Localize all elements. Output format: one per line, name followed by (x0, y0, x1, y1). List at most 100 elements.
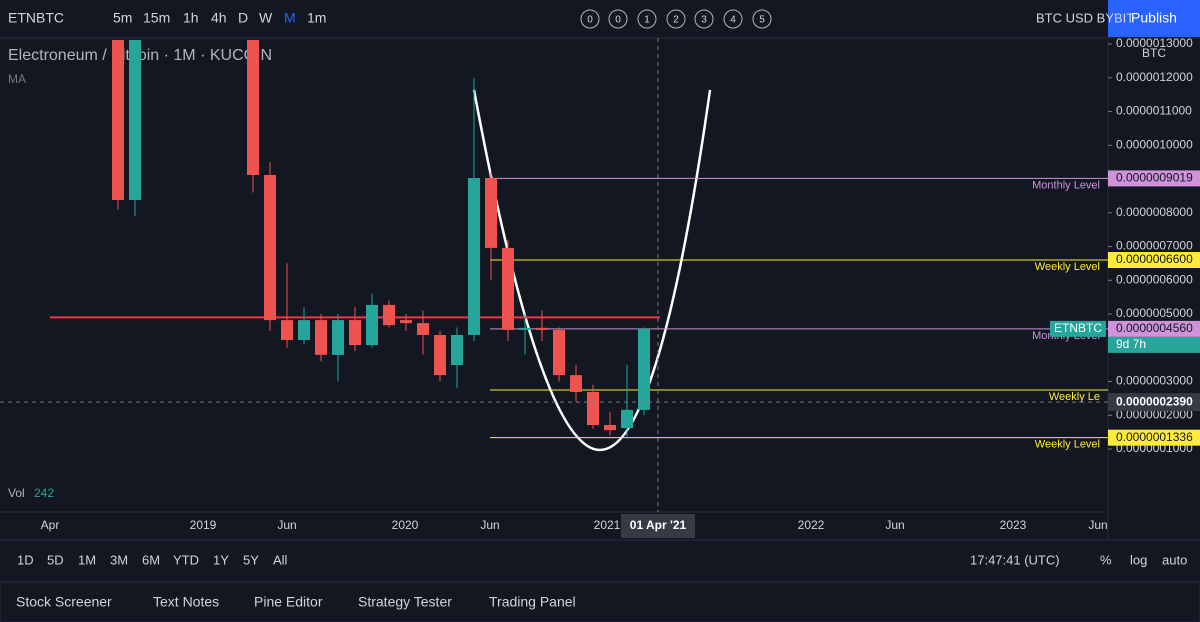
bottom-tab[interactable]: Stock Screener (16, 594, 112, 610)
time-tick-label: 2019 (190, 518, 217, 532)
level-badge (1108, 320, 1200, 337)
level-badge (1108, 252, 1200, 269)
level-badge (1108, 170, 1200, 187)
level-name: Monthly Level (1032, 179, 1100, 191)
time-tick-label: Jun (277, 518, 296, 532)
candle-body (349, 320, 361, 346)
currency-label: BTC (1142, 46, 1166, 60)
crosshair-price-badge (1108, 393, 1200, 412)
candle-body (129, 40, 141, 200)
time-tick-label: Jun (480, 518, 499, 532)
range-option[interactable]: 1Y (213, 552, 229, 567)
replay-circle[interactable] (637, 9, 657, 29)
replay-count[interactable]: 4 (730, 15, 736, 26)
replay-circle[interactable] (752, 9, 772, 29)
replay-circle[interactable] (723, 9, 743, 29)
watch-symbol[interactable]: BTC USD BYBIT (1036, 10, 1134, 25)
bottom-tab[interactable]: Text Notes (153, 594, 219, 610)
crosshair-date-badge (621, 514, 695, 538)
interval[interactable]: W (259, 10, 273, 26)
range-option[interactable]: 6M (142, 552, 160, 567)
candle-body (400, 320, 412, 324)
level-name: Weekly Level (1035, 261, 1100, 273)
symbol-badge (1050, 320, 1106, 337)
bottom-panel (0, 581, 1200, 622)
range-option[interactable]: YTD (173, 552, 199, 567)
candle-body (112, 40, 124, 200)
publish-label[interactable]: Publish (1131, 10, 1177, 26)
range-option[interactable]: 1D (17, 552, 34, 567)
replay-count[interactable]: 0 (615, 15, 621, 26)
interval[interactable]: D (238, 10, 248, 26)
price-tick-label: 0.0000007000 (1116, 239, 1193, 253)
level-badge (1108, 429, 1200, 446)
clock: 17:47:41 (UTC) (970, 552, 1060, 567)
symbol-badge-label: ETNBTC (1054, 321, 1102, 335)
candle-body (553, 329, 565, 376)
candle-body (264, 175, 276, 321)
scale-option[interactable]: % (1100, 552, 1112, 567)
crosshair-date-label: 01 Apr '21 (630, 518, 687, 532)
publish-button[interactable] (1108, 0, 1200, 37)
range-option[interactable]: 5Y (243, 552, 259, 567)
candle-body (502, 247, 514, 330)
level-badge-label: 0.0000009019 (1116, 171, 1193, 185)
symbol[interactable]: ETNBTC (8, 10, 64, 26)
scale-option[interactable]: auto (1162, 552, 1187, 567)
candle-body (536, 327, 548, 330)
time-tick-label: 2023 (1000, 518, 1027, 532)
legend-volume-value: 242 (34, 486, 54, 500)
bottom-tab[interactable]: Pine Editor (254, 594, 323, 610)
replay-count[interactable]: 1 (644, 15, 650, 26)
price-tick-label: 0.0000010000 (1116, 137, 1193, 151)
top-toolbar (0, 0, 1200, 38)
countdown-label: 9d 7h (1116, 337, 1146, 351)
range-option[interactable]: 5D (47, 552, 64, 567)
price-tick-label: 0.0000003000 (1116, 374, 1193, 388)
interval[interactable]: M (284, 10, 296, 26)
replay-count[interactable]: 5 (759, 15, 765, 26)
candle-body (468, 178, 480, 335)
range-option[interactable]: All (273, 552, 288, 567)
time-tick-label: Jun (885, 518, 904, 532)
crosshair-price-label: 0.0000002390 (1116, 394, 1193, 408)
price-tick-label: 0.0000005000 (1116, 306, 1193, 320)
candle-body (332, 320, 344, 355)
level-name: Weekly Le (1049, 391, 1100, 403)
replay-circle[interactable] (666, 9, 686, 29)
level-badge-label: 0.0000001336 (1116, 430, 1193, 444)
candle-body (604, 425, 616, 431)
interval[interactable]: 5m (113, 10, 132, 26)
replay-circle[interactable] (694, 9, 714, 29)
replay-circle[interactable] (608, 9, 628, 29)
range-option[interactable]: 3M (110, 552, 128, 567)
price-tick-label: 0.0000008000 (1116, 205, 1193, 219)
interval[interactable]: 1m (307, 10, 326, 26)
interval[interactable]: 4h (211, 10, 227, 26)
bottom-tab[interactable]: Strategy Tester (358, 594, 452, 610)
replay-count[interactable]: 2 (673, 15, 679, 26)
candle-body (587, 391, 599, 426)
level-name: Weekly Level (1035, 439, 1100, 451)
legend-ma: MA (8, 72, 26, 86)
legend-volume: Vol (8, 486, 25, 500)
price-tick-label: 0.0000011000 (1116, 104, 1192, 118)
range-option[interactable]: 1M (78, 552, 96, 567)
candle-body (451, 334, 463, 365)
bottom-tab[interactable]: Trading Panel (489, 594, 576, 610)
replay-count[interactable]: 0 (587, 15, 593, 26)
candle-body (366, 304, 378, 346)
scale-option[interactable]: log (1130, 552, 1147, 567)
interval[interactable]: 1h (183, 10, 199, 26)
replay-circle[interactable] (580, 9, 600, 29)
candle-body (315, 320, 327, 355)
level-badge-label: 0.0000004560 (1116, 321, 1193, 335)
level-badge-label: 0.0000006600 (1116, 252, 1193, 266)
replay-count[interactable]: 3 (701, 15, 707, 26)
price-tick-label: 0.0000012000 (1116, 70, 1193, 84)
countdown-badge (1108, 336, 1200, 353)
interval[interactable]: 15m (143, 10, 170, 26)
candle-body (417, 323, 429, 335)
